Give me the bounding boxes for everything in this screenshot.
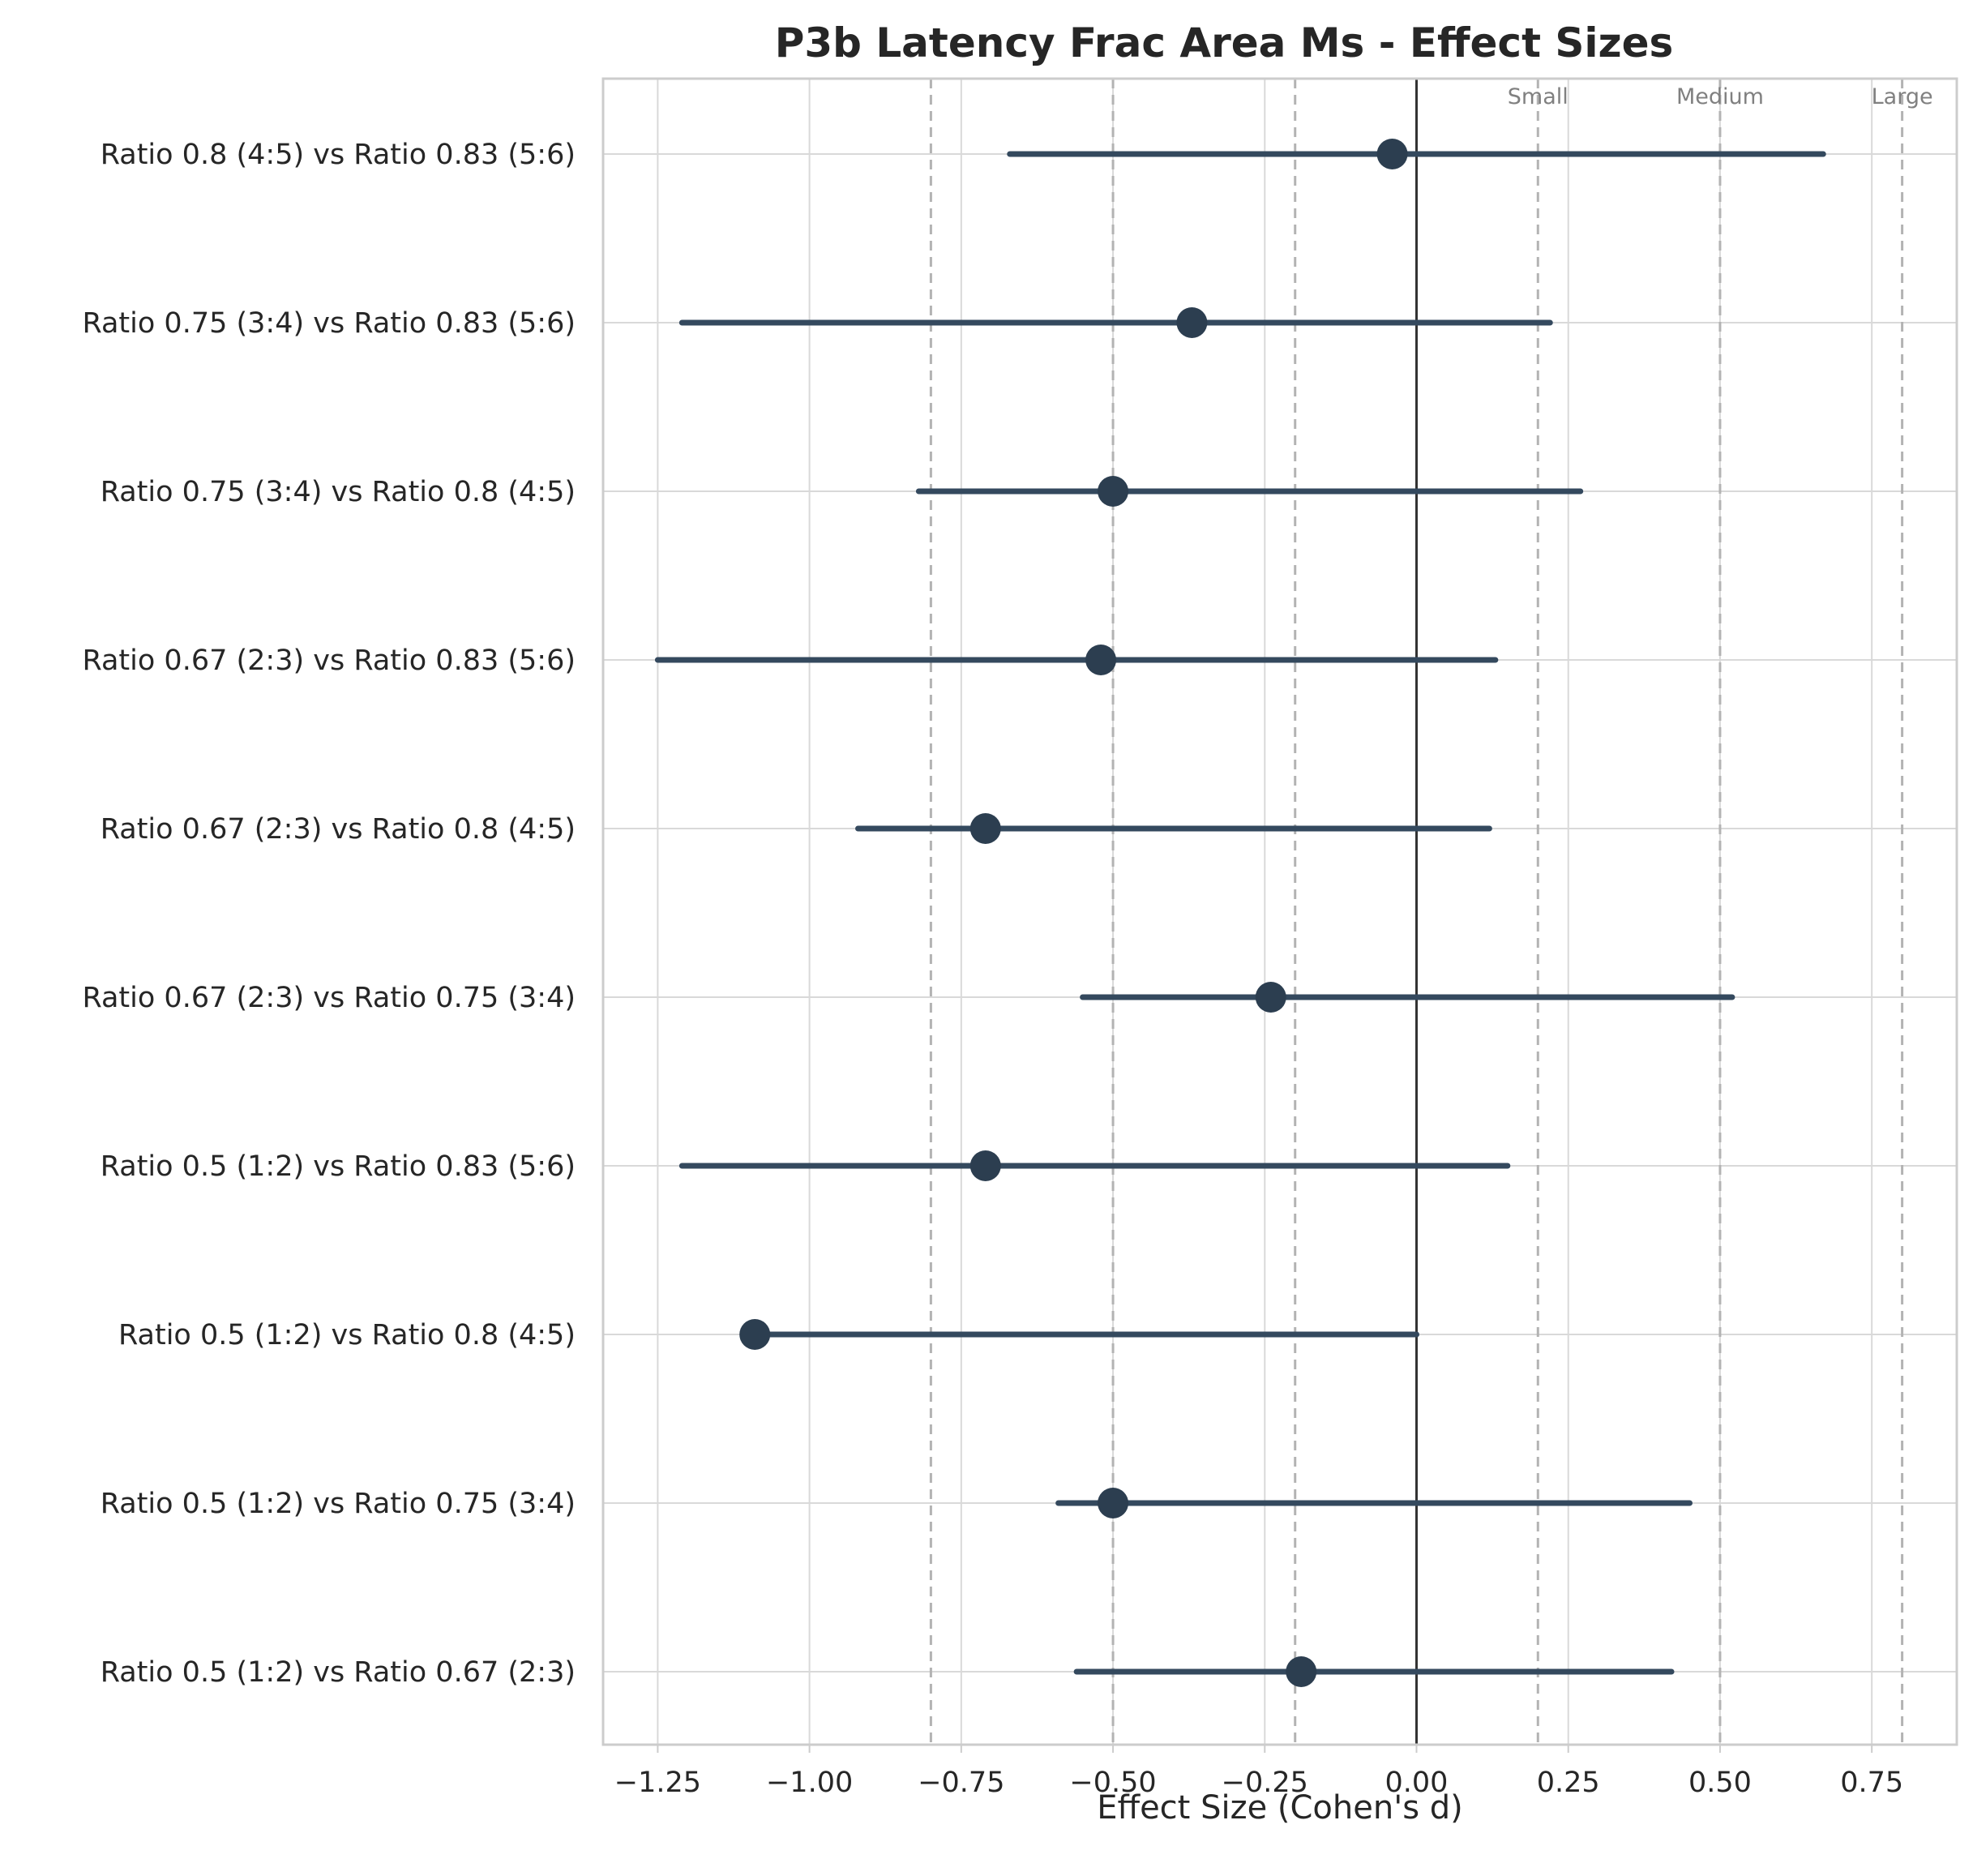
effect-point — [1085, 645, 1117, 675]
effect-point — [1098, 476, 1129, 507]
comparison-label: Ratio 0.75 (3:4) vs Ratio 0.83 (5:6) — [82, 307, 576, 340]
tick-labels-layer: −1.25 −1.00 −0.75 −0.50 −0.25 0.00 0.25 0.50 0.7… — [614, 1745, 1903, 1799]
comparison-label: Ratio 0.67 (2:3) vs Ratio 0.75 (3:4) — [82, 982, 576, 1014]
comparison-label: Ratio 0.5 (1:2) vs Ratio 0.83 (5:6) — [101, 1150, 576, 1183]
comparison-label: Ratio 0.67 (2:3) vs Ratio 0.8 (4:5) — [101, 813, 576, 846]
plot-frame — [601, 77, 1958, 1746]
comparison-label: Ratio 0.8 (4:5) vs Ratio 0.83 (5:6) — [101, 139, 576, 171]
x-tick-label: 0.75 — [1840, 1767, 1903, 1799]
comparison-label: Ratio 0.5 (1:2) vs Ratio 0.67 (2:3) — [101, 1656, 576, 1689]
reference-line-label: Medium — [1676, 84, 1764, 109]
x-tick-label: −0.75 — [918, 1767, 1004, 1799]
effect-point — [1376, 139, 1408, 169]
category-labels-layer: Ratio 0.8 (4:5) vs Ratio 0.83 (5:6) Ratio… — [82, 139, 576, 1689]
marks-layer — [654, 139, 1826, 1687]
x-tick-label: −1.25 — [614, 1767, 701, 1799]
effect-point — [969, 1150, 1001, 1181]
effect-point — [1098, 1488, 1129, 1518]
effect-point — [1176, 307, 1208, 338]
x-tick-label: 0.50 — [1688, 1767, 1752, 1799]
comparison-label: Ratio 0.67 (2:3) vs Ratio 0.83 (5:6) — [82, 645, 576, 677]
reference-line-label: Small — [1508, 84, 1569, 109]
x-tick-label: −1.00 — [766, 1767, 853, 1799]
comparison-label: Ratio 0.5 (1:2) vs Ratio 0.8 (4:5) — [118, 1319, 576, 1351]
x-tick-label: 0.00 — [1385, 1767, 1449, 1799]
effect-point — [739, 1319, 771, 1350]
x-tick-label: 0.25 — [1537, 1767, 1600, 1799]
comparison-label: Ratio 0.5 (1:2) vs Ratio 0.75 (3:4) — [101, 1488, 576, 1520]
comparison-label: Ratio 0.75 (3:4) vs Ratio 0.8 (4:5) — [101, 476, 576, 508]
x-tick-label: −0.25 — [1222, 1767, 1308, 1799]
chart-title: P3b Latency Frac Area Ms - Effect Sizes — [775, 19, 1674, 66]
effect-point — [969, 813, 1001, 844]
x-axis-label: Effect Size (Cohen's d) — [1097, 1789, 1463, 1827]
effect-point — [1255, 982, 1286, 1013]
reference-line-label: Large — [1872, 84, 1933, 109]
reference-lines-layer: Small Medium Large — [929, 79, 1933, 1745]
effect-point — [1286, 1656, 1317, 1687]
x-tick-label: −0.50 — [1069, 1767, 1156, 1799]
